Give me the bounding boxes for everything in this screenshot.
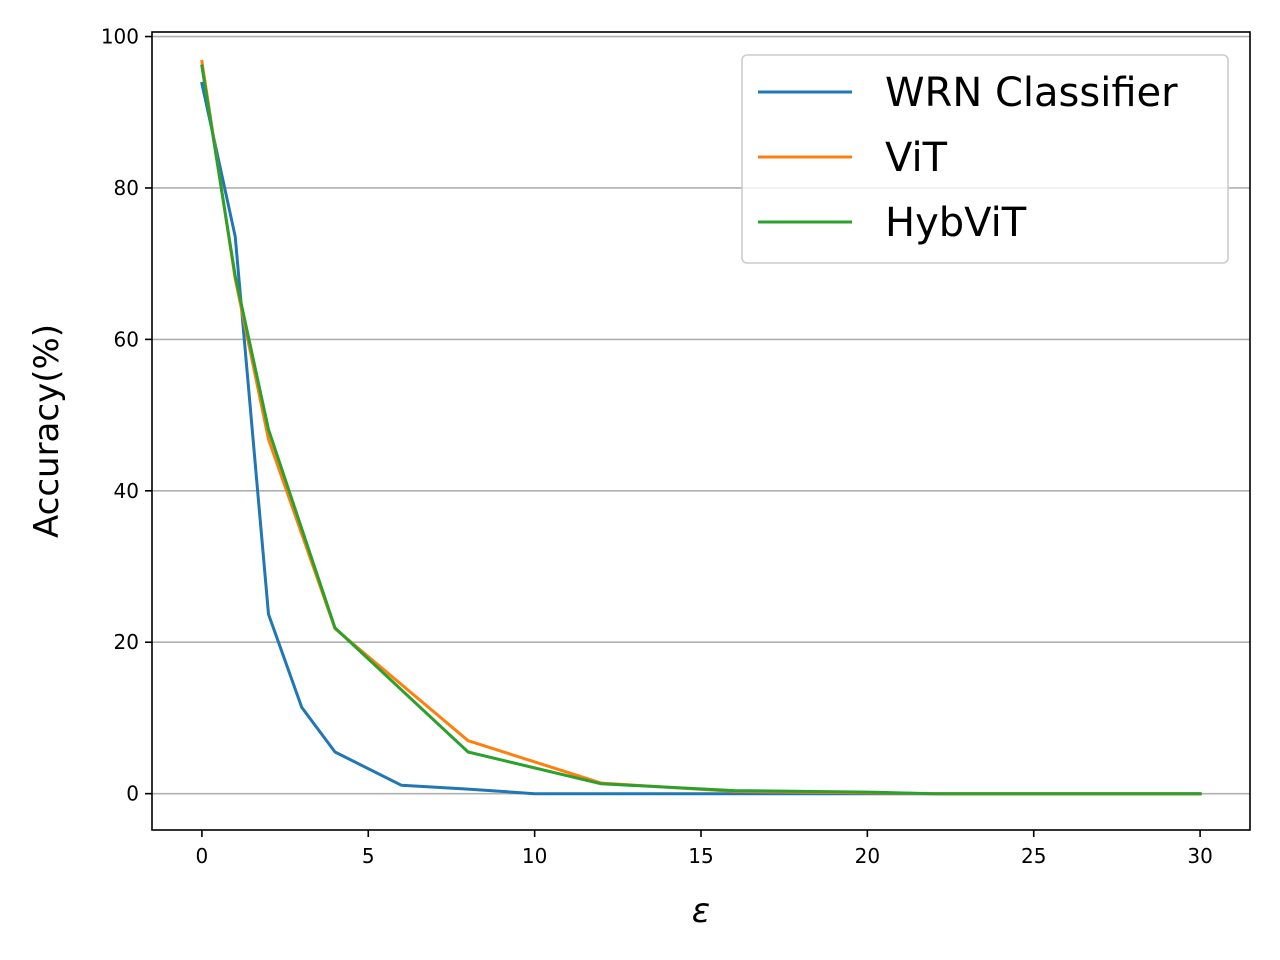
x-tick-label: 10 xyxy=(522,844,547,868)
x-tick-label: 15 xyxy=(688,844,713,868)
y-tick-label: 80 xyxy=(114,176,139,200)
gridlines xyxy=(152,35,1250,795)
y-tick-label: 40 xyxy=(114,479,139,503)
x-axis-ticks: 0 5 10 15 20 25 30 xyxy=(196,830,1213,868)
y-axis-ticks: 0 20 40 60 80 100 xyxy=(101,25,152,806)
x-axis-label: ε xyxy=(692,891,710,931)
y-tick-label: 20 xyxy=(114,630,139,654)
x-tick-label: 0 xyxy=(196,844,209,868)
series-lines xyxy=(200,59,1202,796)
y-tick-label: 0 xyxy=(126,782,139,806)
legend-items: WRN Classifier ViT HybViT xyxy=(758,70,1178,246)
legend-label-hybvit: HybViT xyxy=(885,200,1027,246)
x-tick-label: 30 xyxy=(1187,844,1212,868)
y-tick-label: 60 xyxy=(114,327,139,351)
legend-label-vit: ViT xyxy=(885,135,948,181)
y-tick-label: 100 xyxy=(101,25,139,49)
y-axis-label: Accuracy(%) xyxy=(27,324,67,538)
series-line-hybvit xyxy=(200,64,1202,796)
legend: WRN Classifier ViT HybViT xyxy=(741,54,1229,264)
legend-label-wrn-classifier: WRN Classifier xyxy=(885,70,1178,116)
legend-box xyxy=(741,54,1229,264)
x-tick-label: 20 xyxy=(855,844,880,868)
x-tick-label: 25 xyxy=(1021,844,1046,868)
x-tick-label: 5 xyxy=(362,844,375,868)
